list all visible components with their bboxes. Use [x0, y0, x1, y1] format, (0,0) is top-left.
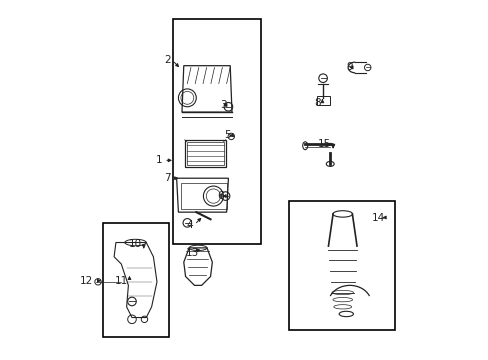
Text: 11: 11: [114, 276, 127, 286]
Text: 14: 14: [371, 212, 384, 222]
Bar: [181, 183, 226, 208]
Bar: [316, 96, 329, 105]
Text: 2: 2: [163, 55, 170, 65]
Text: 3: 3: [220, 100, 226, 110]
Text: 6: 6: [217, 191, 224, 201]
Text: 4: 4: [186, 220, 192, 230]
Text: 1: 1: [155, 156, 162, 165]
Text: 13: 13: [185, 248, 199, 258]
Bar: [186, 141, 223, 165]
Text: 12: 12: [80, 276, 93, 286]
Bar: [103, 223, 169, 337]
Text: 8: 8: [313, 98, 320, 108]
Bar: [288, 202, 394, 330]
Text: 15: 15: [317, 139, 331, 149]
Text: 5: 5: [224, 130, 231, 140]
Text: 7: 7: [163, 173, 170, 183]
Bar: [173, 19, 260, 244]
Text: 10: 10: [129, 239, 142, 249]
Text: 9: 9: [346, 63, 352, 72]
Bar: [184, 140, 225, 167]
